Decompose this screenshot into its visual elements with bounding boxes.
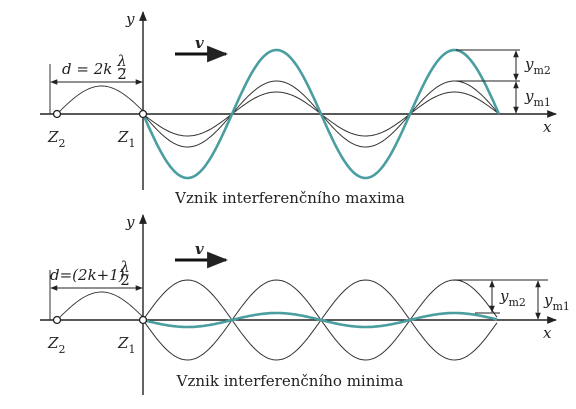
source-label-sub: 1 (128, 343, 135, 356)
source-label: Z1 (117, 334, 135, 356)
distance-den: 2 (120, 271, 130, 289)
amplitude-label-sub: m2 (508, 296, 525, 309)
amplitude-label-sub: m1 (533, 96, 550, 109)
velocity-label: v (195, 34, 204, 52)
amplitude-label-sub: m1 (552, 300, 569, 313)
wave (56, 291, 144, 321)
source-label-sub: 2 (58, 343, 65, 356)
amplitude-label-main: y (543, 291, 553, 309)
source-point (52, 109, 62, 119)
amplitude-label-main: y (524, 87, 534, 105)
wave (56, 85, 144, 115)
source-point (52, 315, 62, 325)
y-axis-label: y (125, 10, 135, 28)
x-axis-label: x (543, 324, 552, 342)
source-label: Z2 (47, 334, 65, 356)
wave (142, 279, 498, 361)
source-label: Z2 (47, 128, 65, 150)
amplitude-label: ym2 (524, 55, 551, 77)
distance-label: d=(2k+1) (50, 266, 125, 284)
amplitude-label: ym2 (499, 287, 526, 309)
distance-num: λ (119, 258, 130, 276)
amplitude-label: ym1 (524, 87, 551, 109)
y-axis-label: y (125, 213, 135, 231)
source-point (138, 109, 148, 119)
source-label: Z1 (117, 128, 135, 150)
source-label-sub: 1 (128, 137, 135, 150)
source-label-main: Z (47, 128, 59, 146)
source-label-main: Z (47, 334, 59, 352)
wave (141, 48, 501, 180)
wave (142, 311, 498, 329)
caption: Vznik interferenčního minima (176, 372, 404, 390)
amplitude-label: ym1 (543, 291, 570, 313)
amplitude-label-main: y (499, 287, 509, 305)
source-point (138, 315, 148, 325)
source-label-main: Z (117, 128, 129, 146)
distance-label: d = 2k (62, 60, 112, 78)
amplitude-label-main: y (524, 55, 534, 73)
distance-num: λ (116, 52, 127, 70)
x-axis-label: x (543, 118, 552, 136)
caption: Vznik interferenčního maxima (174, 189, 405, 207)
amplitude-label-sub: m2 (533, 64, 550, 77)
distance-den: 2 (117, 65, 127, 83)
velocity-label: v (195, 240, 204, 258)
source-label-sub: 2 (58, 137, 65, 150)
source-label-main: Z (117, 334, 129, 352)
